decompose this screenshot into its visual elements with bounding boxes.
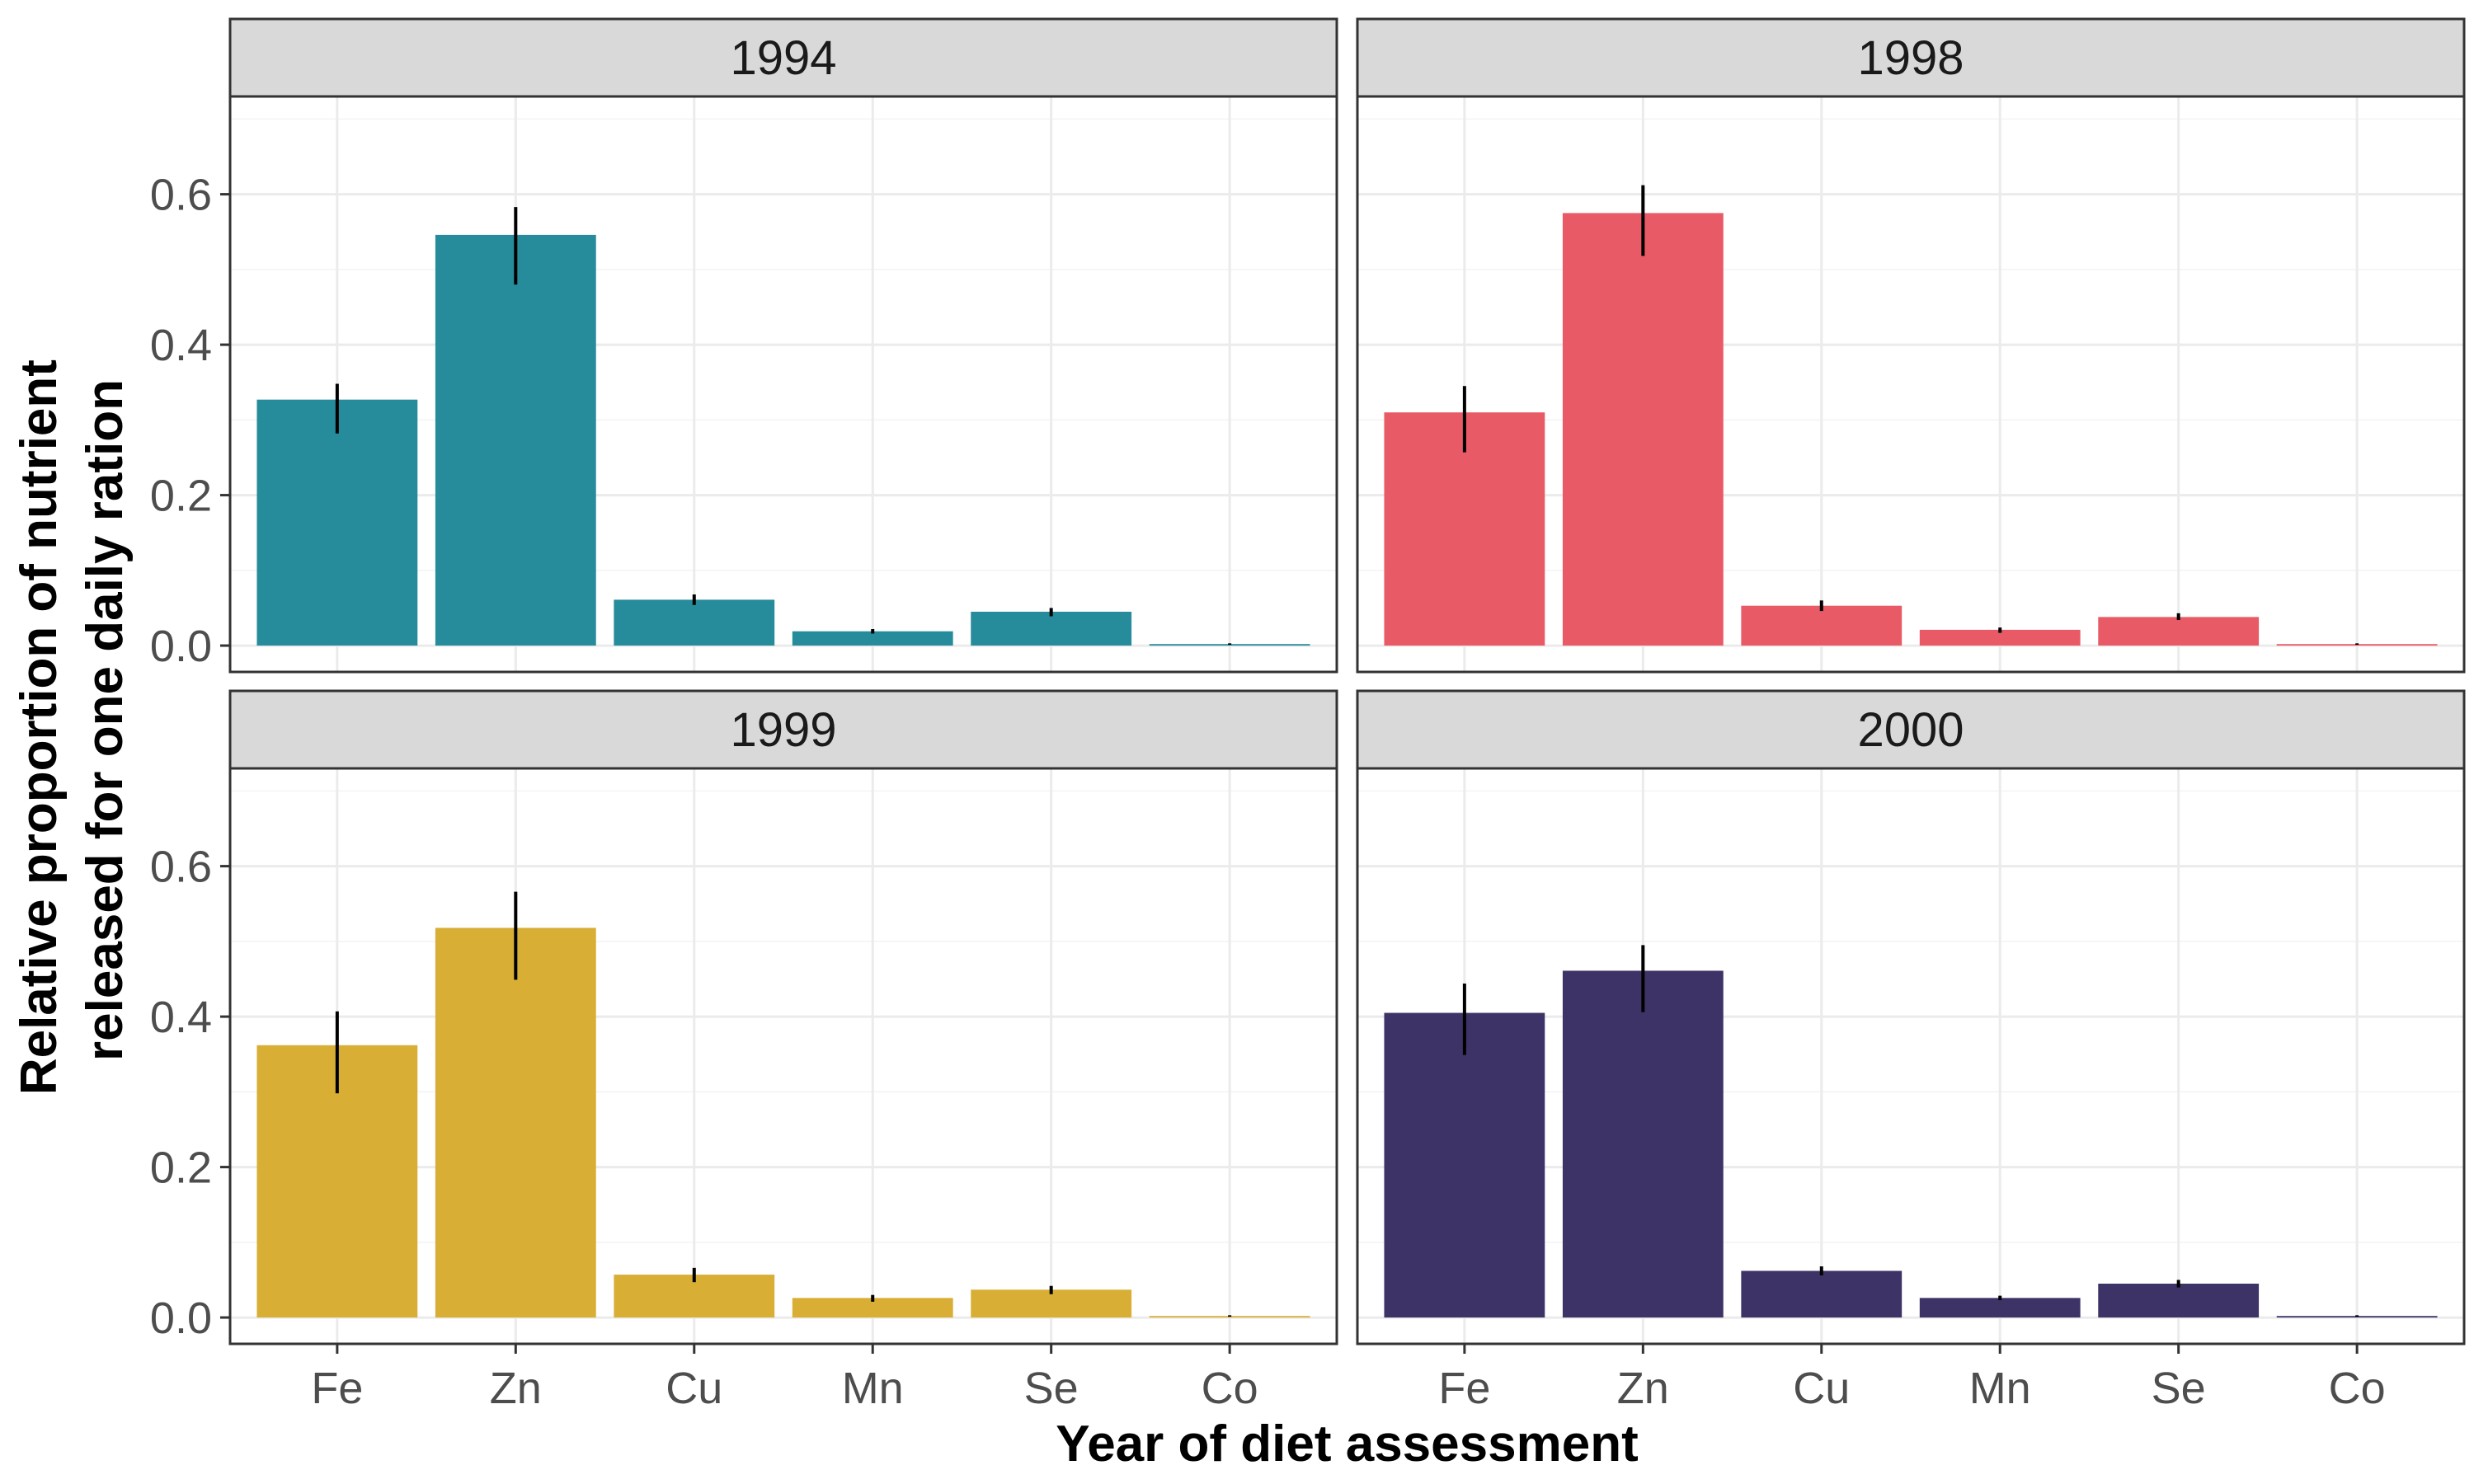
facet-strip [1356, 689, 2466, 770]
y-tick-label: 0.2 [150, 1144, 212, 1193]
x-axis-title: Year of diet assessment [1056, 1416, 1638, 1472]
bar-1994-Mn [792, 631, 953, 646]
x-tick-label: Fe [311, 1364, 363, 1413]
bar-2000-Mn [1919, 1298, 2081, 1318]
bar-1994-Fe [256, 399, 418, 646]
panel-1998: 1998 [1356, 17, 2466, 674]
facet-label: 2000 [1857, 703, 1964, 757]
y-tick-label: 0.2 [150, 472, 212, 521]
x-tick-label: Co [2329, 1364, 2386, 1413]
y-tick-label: 0.0 [150, 622, 212, 671]
facet-label: 1998 [1857, 31, 1964, 85]
facet-label: 1994 [730, 31, 836, 85]
x-tick-label: Mn [1969, 1364, 2031, 1413]
bar-2000-Zn [1562, 970, 1724, 1318]
bar-1998-Mn [1919, 629, 2081, 646]
x-tick-label: Zn [1617, 1364, 1669, 1413]
x-tick-label: Se [1024, 1364, 1079, 1413]
bar-1994-Se [971, 612, 1132, 646]
facet-strip [228, 689, 1338, 770]
y-tick-label: 0.6 [150, 843, 212, 892]
bar-1999-Se [971, 1289, 1132, 1318]
y-axis-title: Relative proportion of nutrient released… [11, 345, 134, 1095]
bar-2000-Fe [1384, 1012, 1545, 1318]
facet-strip [228, 17, 1338, 98]
x-tick-label: Cu [1793, 1364, 1850, 1413]
facet-strip [1356, 17, 2466, 98]
bar-2000-Cu [1741, 1270, 1903, 1318]
bar-1998-Cu [1741, 605, 1903, 646]
panel-2000: 2000 Fe Zn Cu Mn Se Co [1356, 689, 2466, 1413]
y-tick-label: 0.6 [150, 171, 212, 220]
y-axis-title-line-1: Relative proportion of nutrient [11, 359, 68, 1095]
bar-1998-Se [2098, 617, 2260, 646]
panel-1994: 1994 0.0 0.2 0.4 0.6 [150, 17, 1338, 674]
y-tick-label: 0.0 [150, 1294, 212, 1343]
x-tick-label: Fe [1438, 1364, 1490, 1413]
bar-1994-Zn [435, 234, 596, 646]
y-tick-label: 0.4 [150, 993, 212, 1042]
bar-1994-Cu [614, 599, 775, 646]
x-tick-label: Zn [490, 1364, 542, 1413]
bar-1998-Zn [1562, 213, 1724, 646]
bar-2000-Se [2098, 1284, 2260, 1318]
panels-layer: 1994 0.0 0.2 0.4 0.6 1998 1999 0.0 0.2 0.4 0.6 Fe Zn… [150, 17, 2466, 1413]
bar-1999-Mn [792, 1298, 953, 1318]
x-tick-label: Co [1202, 1364, 1258, 1413]
facet-label: 1999 [730, 703, 836, 757]
x-tick-label: Se [2152, 1364, 2206, 1413]
y-axis-title-line-2: released for one daily ration [77, 379, 134, 1061]
panel-1999: 1999 0.0 0.2 0.4 0.6 Fe Zn Cu Mn Se Co [150, 689, 1338, 1413]
y-tick-label: 0.4 [150, 321, 212, 370]
x-tick-label: Cu [666, 1364, 722, 1413]
x-tick-label: Mn [842, 1364, 904, 1413]
bar-1999-Zn [435, 928, 596, 1318]
